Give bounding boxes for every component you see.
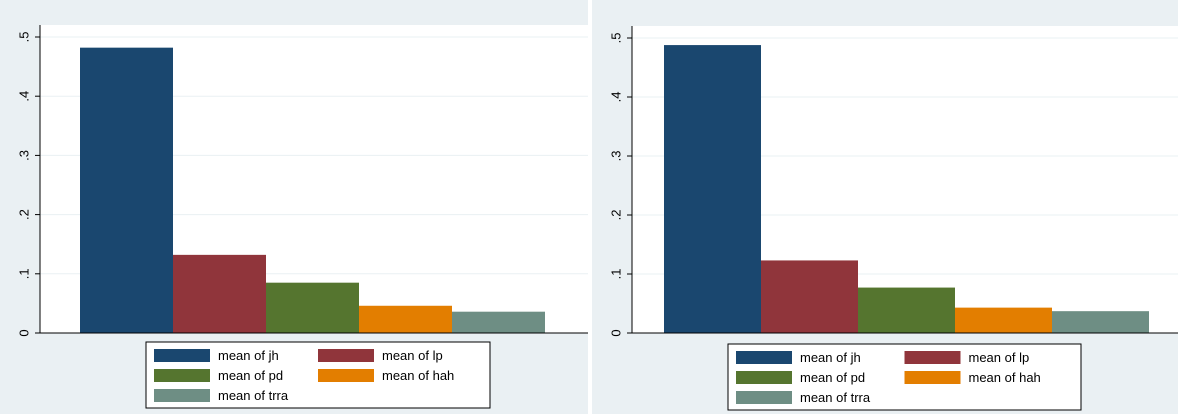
y-tick-label: .2 <box>17 209 32 220</box>
bar-mean-of-trra <box>452 311 545 333</box>
legend-label: mean of hah <box>969 370 1041 385</box>
bar-mean-of-trra <box>1052 311 1149 333</box>
legend-label: mean of pd <box>800 370 865 385</box>
legend-label: mean of jh <box>800 350 861 365</box>
legend-label: mean of hah <box>382 368 454 383</box>
y-tick-label: .1 <box>17 268 32 279</box>
legend-swatch <box>318 369 374 382</box>
y-tick-label: .3 <box>609 151 624 162</box>
legend-label: mean of pd <box>218 368 283 383</box>
chart-panel-left: 0 .1 .2 .3 .4 .5 mean of jh mean of lp mean of p… <box>0 0 588 414</box>
legend-label: mean of trra <box>800 390 871 405</box>
bar-mean-of-hah <box>955 307 1052 333</box>
legend-swatch <box>154 349 210 362</box>
legend-swatch <box>736 351 792 364</box>
legend-label: mean of trra <box>218 388 289 403</box>
chart-panel-right: 0 .1 .2 .3 .4 .5 mean of jh mean of lp mean of p… <box>592 0 1178 414</box>
bar-mean-of-lp <box>173 254 266 333</box>
y-tick-label: 0 <box>609 329 624 336</box>
y-tick-label: .3 <box>17 150 32 161</box>
y-tick-label: .4 <box>17 91 32 102</box>
bar-chart-right: 0 .1 .2 .3 .4 .5 mean of jh mean of lp mean of p… <box>609 26 1178 411</box>
y-tick-label: 0 <box>17 329 32 336</box>
y-tick-label: .1 <box>609 269 624 280</box>
bar-mean-of-pd <box>858 287 955 333</box>
legend-swatch <box>736 371 792 384</box>
bar-mean-of-jh <box>664 45 761 334</box>
legend-swatch <box>736 391 792 404</box>
bar-mean-of-lp <box>761 260 858 333</box>
y-tick-label: .2 <box>609 210 624 221</box>
legend-label: mean of jh <box>218 348 279 363</box>
legend-swatch <box>904 371 961 384</box>
legend-swatch <box>154 389 210 402</box>
legend-swatch <box>154 369 210 382</box>
legend-swatch <box>318 349 374 362</box>
bar-mean-of-jh <box>80 47 173 333</box>
y-tick-label: .4 <box>609 92 624 103</box>
legend-swatch <box>904 351 961 364</box>
bar-chart-left: 0 .1 .2 .3 .4 .5 mean of jh mean of lp mean of p… <box>17 25 588 409</box>
legend-label: mean of lp <box>382 348 443 363</box>
bar-mean-of-pd <box>266 282 359 333</box>
y-tick-label: .5 <box>17 32 32 43</box>
bar-mean-of-hah <box>359 305 452 333</box>
legend-label: mean of lp <box>969 350 1030 365</box>
y-tick-label: .5 <box>609 33 624 44</box>
